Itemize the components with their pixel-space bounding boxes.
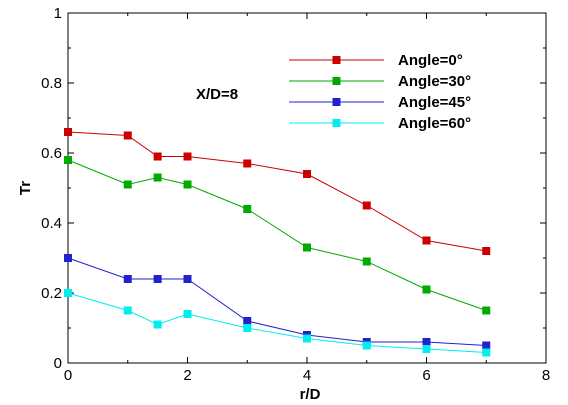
data-point <box>482 247 491 255</box>
data-point <box>183 180 192 189</box>
data-point <box>243 324 252 332</box>
data-point <box>362 201 371 210</box>
data-point <box>362 341 371 350</box>
series-4 <box>64 289 491 357</box>
y-tick-label: 0 <box>54 355 62 372</box>
y-tick-label: 0.2 <box>41 285 62 302</box>
data-point <box>183 152 192 161</box>
data-point <box>153 173 162 182</box>
data-point <box>243 317 252 325</box>
annotation-label: X/D=8 <box>196 86 238 103</box>
data-point <box>243 205 252 213</box>
x-axis-title: r/D <box>300 386 321 403</box>
data-point <box>123 180 132 189</box>
data-point <box>303 243 311 252</box>
data-point <box>243 159 252 168</box>
legend-marker <box>332 119 341 127</box>
data-point <box>64 128 72 136</box>
data-point <box>422 236 431 245</box>
y-tick-label: 0.6 <box>41 145 62 162</box>
legend-marker <box>332 77 341 85</box>
data-point <box>482 341 491 350</box>
data-point <box>123 131 132 140</box>
legend-marker <box>332 98 341 106</box>
x-tick-label: 2 <box>183 367 191 384</box>
plot-frame <box>67 12 547 364</box>
data-point <box>153 275 162 283</box>
data-point <box>64 156 72 164</box>
legend-item: Angle=30° <box>289 73 471 90</box>
data-point <box>303 170 311 178</box>
x-tick-label: 6 <box>422 367 430 384</box>
data-point <box>422 285 431 294</box>
series-3 <box>64 254 491 350</box>
data-point <box>422 345 431 353</box>
data-point <box>183 310 192 318</box>
legend-label: Angle=30° <box>398 73 471 90</box>
axis-tick-labels: 0 2 4 6 8 0 0.2 0.4 0.6 0.8 1 <box>41 5 550 384</box>
series-2 <box>64 156 491 315</box>
x-tick-label: 8 <box>542 367 550 384</box>
data-point <box>64 254 72 262</box>
y-axis-title: Tr <box>17 181 34 195</box>
data-point <box>183 275 192 283</box>
data-point <box>64 289 72 297</box>
data-point <box>303 334 311 343</box>
series-layer <box>64 128 491 357</box>
legend-marker <box>332 56 341 64</box>
legend-item: Angle=0° <box>289 52 463 69</box>
series-1 <box>64 128 491 255</box>
x-tick-label: 4 <box>303 367 311 384</box>
y-tick-label: 1 <box>54 5 62 22</box>
legend: Angle=0° Angle=30° Angle=45° Angle=60° <box>289 52 471 132</box>
data-point <box>153 320 162 329</box>
x-tick-label: 0 <box>64 367 72 384</box>
legend-label: Angle=0° <box>398 52 463 69</box>
legend-label: Angle=45° <box>398 94 471 111</box>
axis-ticks <box>67 12 547 364</box>
data-point <box>482 348 491 357</box>
data-point <box>362 257 371 266</box>
series-line <box>67 257 487 346</box>
legend-item: Angle=60° <box>289 115 471 132</box>
data-point <box>123 275 132 283</box>
data-point <box>422 338 431 346</box>
data-point <box>482 306 491 315</box>
legend-item: Angle=45° <box>289 94 471 111</box>
y-tick-label: 0.8 <box>41 75 62 92</box>
legend-label: Angle=60° <box>398 115 471 132</box>
data-point <box>123 306 132 315</box>
series-line <box>67 131 487 252</box>
y-tick-label: 0.4 <box>41 215 62 232</box>
data-point <box>153 152 162 161</box>
